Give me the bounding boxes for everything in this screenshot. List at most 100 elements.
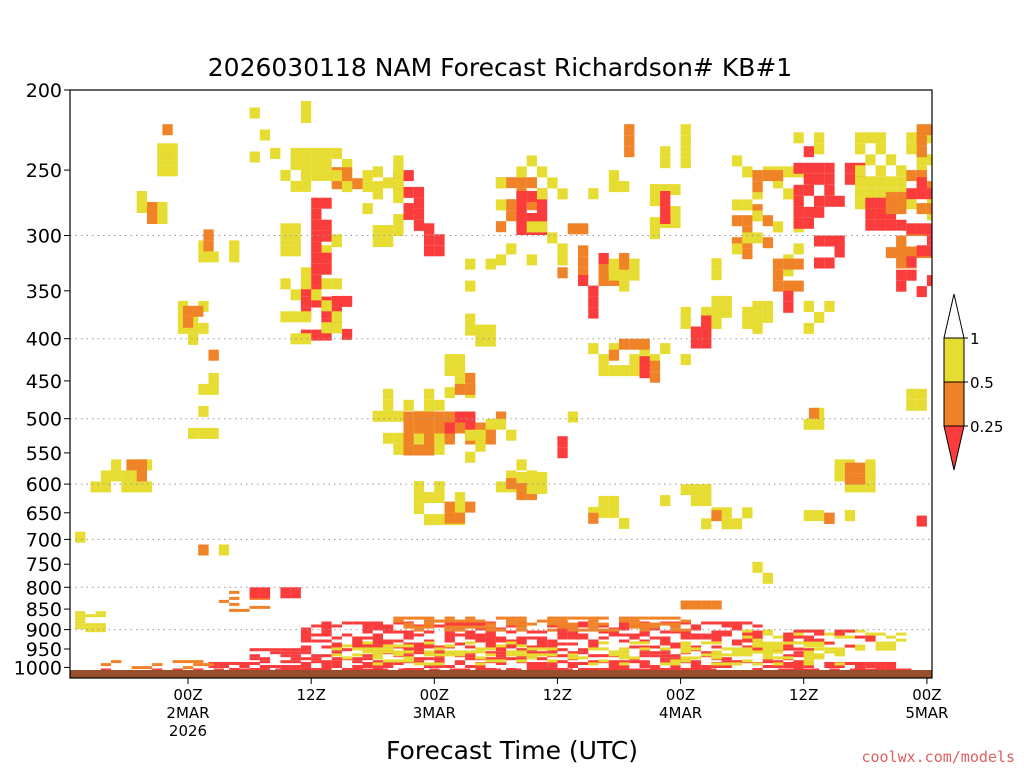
heatmap-cell xyxy=(280,234,291,246)
heatmap-cell xyxy=(341,648,353,652)
credit-link[interactable]: coolwx.com/models xyxy=(861,748,1015,766)
heatmap-cell xyxy=(875,662,886,665)
heatmap-cell xyxy=(424,622,435,626)
heatmap-cell xyxy=(259,657,271,661)
heatmap-cell xyxy=(516,191,527,202)
heatmap-cell xyxy=(649,636,661,640)
heatmap-cell xyxy=(690,665,702,668)
heatmap-cell xyxy=(772,170,784,182)
heatmap-cell xyxy=(567,636,578,640)
heatmap-cell xyxy=(454,383,466,395)
heatmap-cell xyxy=(526,622,537,626)
plot-frame xyxy=(69,89,933,679)
heatmap-cell xyxy=(526,489,537,501)
heatmap-cell xyxy=(619,665,630,668)
heatmap-cell xyxy=(690,624,702,628)
heatmap-cell xyxy=(567,622,578,626)
heatmap-cell xyxy=(803,665,814,668)
heatmap-cell xyxy=(598,275,609,286)
heatmap-cell xyxy=(619,517,630,529)
heatmap-cell xyxy=(896,638,907,642)
heatmap-cell xyxy=(352,668,363,670)
heatmap-cell xyxy=(731,627,743,631)
heatmap-cell xyxy=(311,660,322,664)
heatmap-cell xyxy=(413,625,425,629)
heatmap-cell xyxy=(578,628,589,632)
heatmap-cell xyxy=(506,210,517,222)
heatmap-cell xyxy=(639,647,650,651)
heatmap-cell xyxy=(834,650,845,654)
heatmap-cell xyxy=(259,587,271,599)
heatmap-cell xyxy=(855,629,866,633)
heatmap-cell xyxy=(300,311,312,323)
heatmap-cell xyxy=(403,625,414,629)
heatmap-cell xyxy=(711,603,722,607)
heatmap-cell xyxy=(680,644,691,648)
heatmap-cell xyxy=(619,668,630,670)
heatmap-cell xyxy=(383,388,394,400)
heatmap-cell xyxy=(834,629,845,633)
heatmap-cell xyxy=(711,269,722,281)
heatmap-cell xyxy=(680,484,691,496)
heatmap-cell xyxy=(855,187,866,199)
heatmap-cell xyxy=(557,622,568,626)
heatmap-cell xyxy=(300,267,312,279)
heatmap-cell xyxy=(331,322,342,334)
heatmap-cell xyxy=(875,665,886,668)
heatmap-cell xyxy=(711,639,722,643)
heatmap-cell xyxy=(629,258,640,270)
heatmap-cell xyxy=(865,197,876,209)
heatmap-cell xyxy=(721,662,732,666)
heatmap-cell xyxy=(300,648,312,652)
heatmap-cell xyxy=(75,620,86,624)
heatmap-cell xyxy=(731,650,743,654)
heatmap-cell xyxy=(680,619,691,623)
heatmap-cell xyxy=(444,411,455,423)
heatmap-cell xyxy=(649,627,661,631)
heatmap-cell xyxy=(639,630,650,634)
heatmap-cell xyxy=(793,258,804,270)
heatmap-cell xyxy=(95,626,106,630)
heatmap-cell xyxy=(855,132,866,144)
heatmap-cell xyxy=(434,662,445,666)
heatmap-cell xyxy=(331,647,342,651)
heatmap-cell xyxy=(721,295,732,307)
heatmap-cell xyxy=(259,665,271,668)
heatmap-cell xyxy=(762,632,773,636)
heatmap-cell xyxy=(465,641,476,645)
heatmap-cell xyxy=(383,624,394,628)
heatmap-cell xyxy=(495,177,507,189)
heatmap-cell xyxy=(916,177,927,189)
heatmap-cell xyxy=(526,665,537,668)
heatmap-cell xyxy=(680,354,691,366)
heatmap-cell xyxy=(619,627,630,631)
heatmap-cell xyxy=(721,507,732,519)
heatmap-cell xyxy=(526,647,537,651)
heatmap-cell xyxy=(352,642,363,646)
heatmap-cell xyxy=(680,656,691,660)
heatmap-cell xyxy=(855,473,866,485)
heatmap-cell xyxy=(352,645,363,649)
heatmap-cell xyxy=(742,659,753,663)
heatmap-cell xyxy=(860,668,871,670)
heatmap-cell xyxy=(547,232,558,244)
heatmap-cell xyxy=(475,639,486,643)
heatmap-cell xyxy=(516,616,527,620)
heatmap-cell xyxy=(588,343,599,355)
heatmap-cell xyxy=(341,167,353,179)
heatmap-cell xyxy=(649,184,661,196)
heatmap-cell xyxy=(203,663,214,667)
heatmap-cell xyxy=(280,311,291,323)
heatmap-cell xyxy=(670,645,681,649)
heatmap-cell xyxy=(495,254,507,266)
heatmap-cell xyxy=(157,202,168,213)
heatmap-cell xyxy=(229,240,240,252)
heatmap-cell xyxy=(434,619,445,623)
heatmap-cell xyxy=(300,158,312,170)
heatmap-cell xyxy=(331,147,342,159)
heatmap-cell xyxy=(526,191,537,202)
heatmap-cell xyxy=(454,653,466,657)
heatmap-cell xyxy=(311,639,322,643)
heatmap-cell xyxy=(311,197,322,209)
heatmap-cell xyxy=(167,165,178,177)
